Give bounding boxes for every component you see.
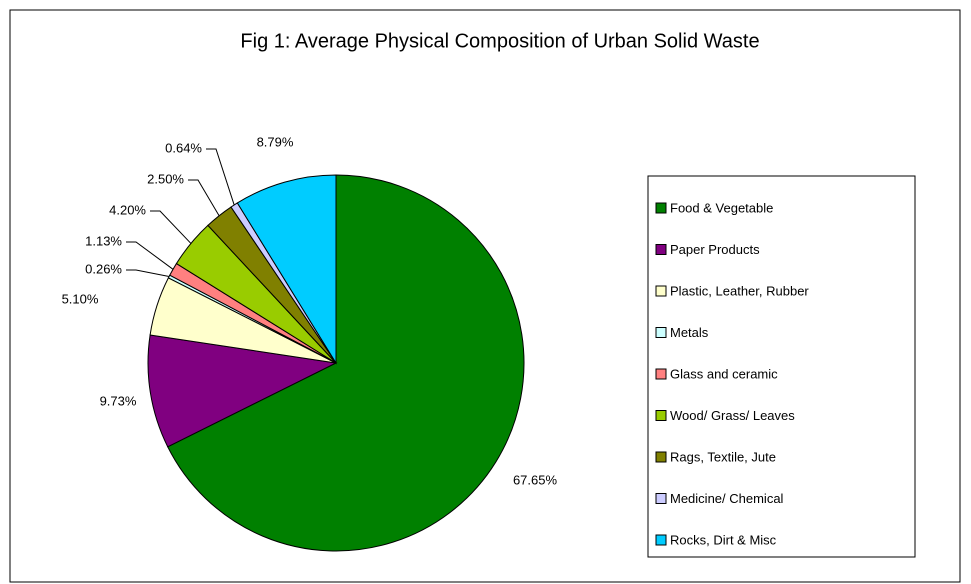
legend-label: Paper Products bbox=[670, 242, 760, 257]
chart-title: Fig 1: Average Physical Composition of U… bbox=[240, 30, 759, 52]
legend-swatch bbox=[655, 493, 667, 504]
legend-label: Metals bbox=[670, 325, 709, 340]
legend-label: Rags, Textile, Jute bbox=[670, 449, 776, 464]
legend-swatch bbox=[655, 451, 667, 463]
pie-slice bbox=[236, 174, 337, 365]
legend-swatch bbox=[655, 410, 667, 421]
legend-label: Glass and ceramic bbox=[670, 366, 778, 381]
legend-label: Plastic, Leather, Rubber bbox=[670, 283, 809, 298]
data-label: 0.26% bbox=[85, 261, 122, 276]
legend-swatch bbox=[655, 244, 667, 255]
legend-swatch bbox=[655, 534, 667, 546]
leader-line bbox=[150, 210, 192, 244]
pie-slice bbox=[147, 334, 338, 448]
legend-swatch bbox=[655, 368, 667, 380]
pie-slice bbox=[167, 174, 525, 552]
leader-line bbox=[206, 148, 235, 206]
data-label: 9.73% bbox=[100, 393, 137, 408]
data-label: 1.13% bbox=[85, 233, 122, 248]
leader-line bbox=[126, 269, 170, 277]
legend-label: Rocks, Dirt & Misc bbox=[670, 532, 777, 547]
data-label: 2.50% bbox=[147, 171, 184, 186]
data-label: 4.20% bbox=[109, 202, 146, 217]
legend-label: Medicine/ Chemical bbox=[670, 491, 784, 506]
data-label: 67.65% bbox=[513, 472, 558, 487]
leader-line bbox=[188, 179, 220, 217]
data-label: 5.10% bbox=[62, 291, 99, 306]
legend-box bbox=[647, 175, 916, 558]
data-label: 8.79% bbox=[257, 134, 294, 149]
leader-line bbox=[126, 241, 174, 270]
legend-swatch bbox=[655, 285, 667, 297]
legend-label: Wood/ Grass/ Leaves bbox=[670, 408, 795, 423]
legend-swatch bbox=[655, 327, 667, 338]
legend-label: Food & Vegetable bbox=[670, 200, 773, 215]
legend-swatch bbox=[655, 202, 667, 214]
data-label: 0.64% bbox=[165, 140, 202, 155]
